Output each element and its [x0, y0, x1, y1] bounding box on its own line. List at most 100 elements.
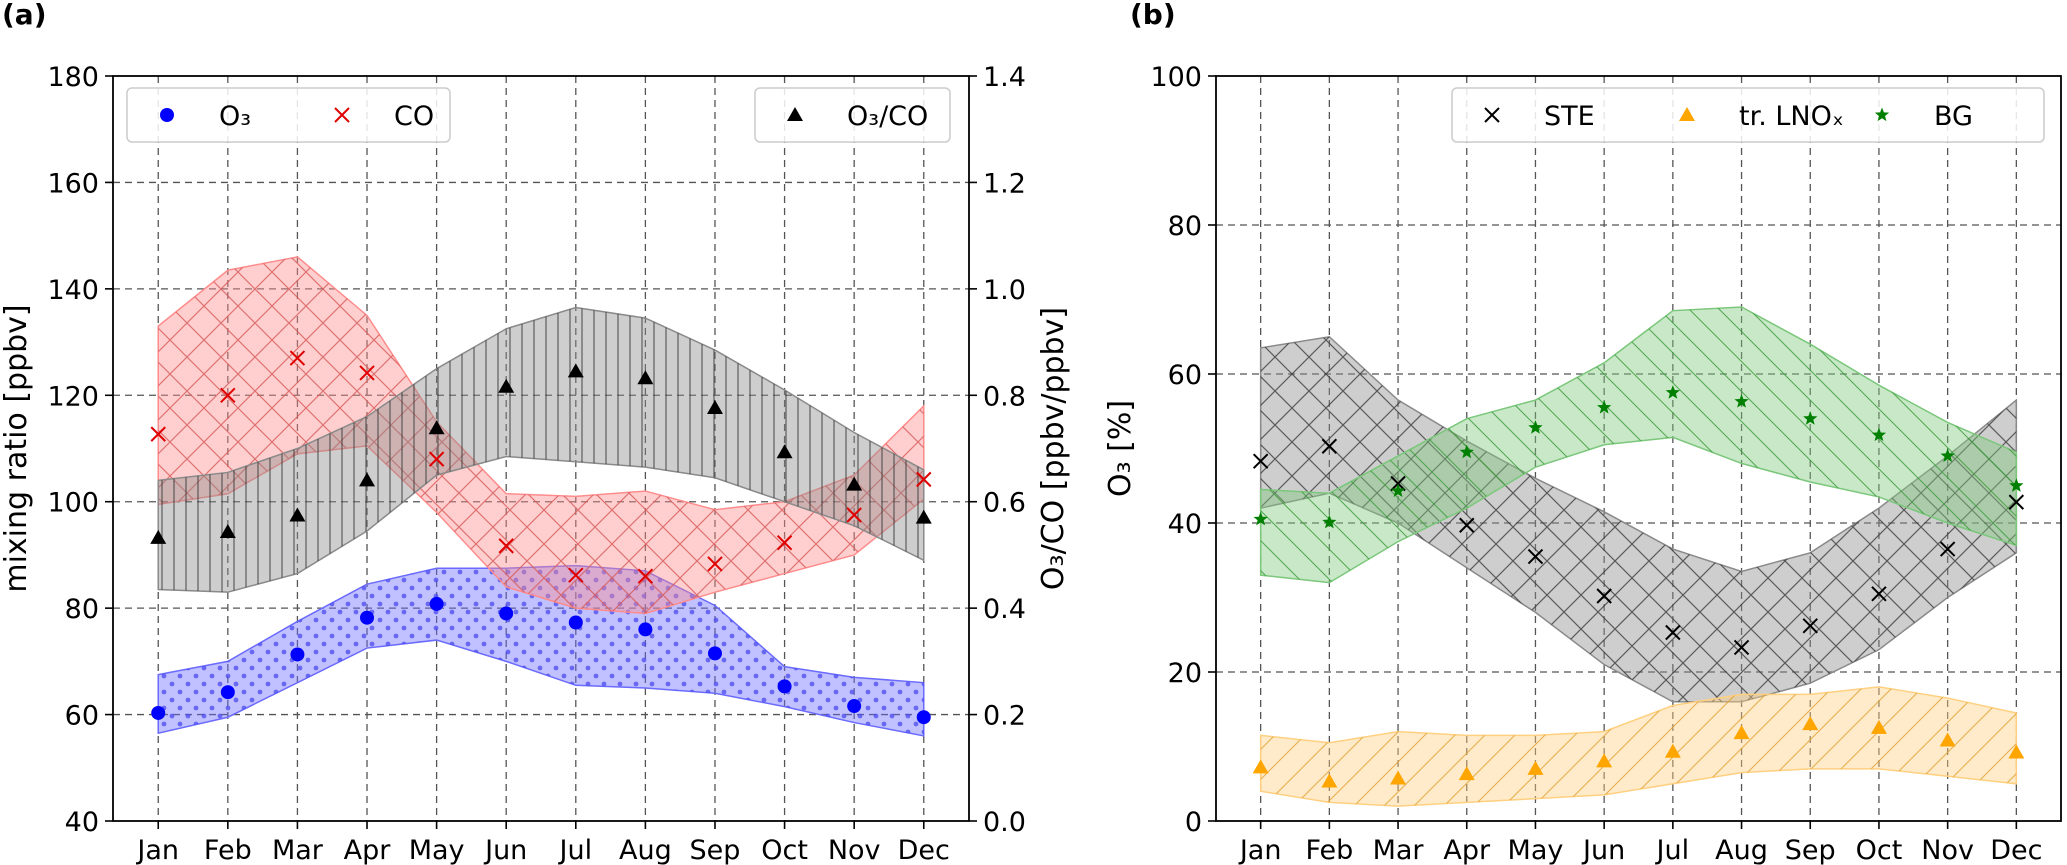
y-axis-label: O₃ [%] — [1103, 400, 1138, 497]
point-o-co-jul — [567, 363, 584, 378]
x-tick-label: Feb — [1305, 835, 1353, 865]
point-ste-aug — [1733, 639, 1750, 656]
panel-label: (b) — [1130, 0, 1176, 31]
y2-tick-label: 0.4 — [983, 594, 1026, 625]
plot-frame — [1215, 75, 2062, 822]
point-bg-apr — [1459, 444, 1474, 459]
legend-label: O₃ — [219, 101, 251, 132]
x-tick-label: Aug — [619, 835, 672, 865]
x-tick-label: Jun — [483, 835, 527, 865]
legend-upper-left: O₃ CO — [126, 87, 451, 143]
band-hatch-ste — [1260, 336, 2017, 702]
x-tick-label: Oct — [1856, 835, 1903, 865]
point-ste-feb — [1321, 438, 1338, 454]
point-co-sep — [707, 556, 723, 572]
legend-label: tr. LNOₓ — [1739, 101, 1844, 132]
x-tick-label: Dec — [898, 835, 950, 865]
point-o-oct — [777, 679, 792, 694]
legend-label: BG — [1934, 101, 1973, 132]
legend-label: CO — [394, 101, 434, 132]
legend-box — [126, 87, 451, 143]
y-tick-label: 60 — [65, 701, 99, 732]
point-bg-aug — [1734, 394, 1749, 408]
point-tr-lno-apr — [1458, 766, 1475, 781]
point-o-jul — [568, 615, 583, 630]
x-tick-label: Apr — [1443, 835, 1491, 865]
point-o-aug — [638, 622, 653, 637]
legend-marker — [160, 108, 174, 122]
y2-tick-label: 0.2 — [983, 701, 1026, 732]
point-tr-lno-mar — [1390, 770, 1407, 785]
y2-tick-label: 0.6 — [983, 488, 1026, 519]
y-tick-label: 100 — [1150, 62, 1202, 93]
point-ste-sep — [1802, 618, 1818, 634]
point-o-co-may — [428, 420, 445, 435]
point-o-apr — [360, 610, 375, 625]
y-tick-label: 0 — [1185, 807, 1202, 838]
point-co-dec — [916, 471, 932, 488]
point-co-oct — [776, 534, 793, 551]
x-tick-label: Feb — [204, 835, 252, 865]
point-tr-lno-sep — [1802, 716, 1819, 731]
point-bg-dec — [2009, 478, 2024, 492]
y-axis-label: mixing ratio [ppbv] — [0, 304, 34, 592]
x-tick-label: Sep — [1785, 835, 1836, 865]
legend-marker — [1679, 107, 1695, 121]
x-tick-label: Nov — [828, 835, 881, 865]
point-ste-jan — [1252, 453, 1269, 469]
point-o-co-apr — [359, 472, 376, 487]
series-bg — [1253, 385, 2024, 529]
band-hatch-o — [158, 565, 924, 736]
legend-marker — [334, 107, 350, 123]
panel-b: Jan Feb Mar Apr May Jun Jul Aug Sep Oct Nov Dec 0 20 4… — [1103, 0, 2062, 865]
point-ste-oct — [1871, 586, 1887, 602]
x-tick-label: Aug — [1715, 835, 1768, 865]
y-tick-label: 180 — [47, 62, 99, 93]
point-o-jan — [151, 705, 166, 720]
y2-tick-label: 1.4 — [983, 62, 1026, 93]
point-bg-oct — [1871, 427, 1887, 442]
x-tick-label: Mar — [272, 835, 324, 865]
point-bg-jul — [1665, 385, 1680, 399]
point-o-dec — [916, 710, 931, 725]
x-tick-label: Jun — [1581, 835, 1625, 865]
y2-axis-label: O₃/CO [ppbv/ppbv] — [1036, 307, 1071, 590]
x-tick-label: Apr — [344, 835, 392, 865]
point-co-mar — [289, 350, 306, 366]
point-co-jul — [568, 567, 584, 583]
panel-label: (a) — [2, 0, 47, 31]
x-tick-label: May — [1508, 835, 1564, 865]
legend-box — [1451, 87, 2045, 143]
point-o-co-nov — [846, 476, 863, 491]
point-o-co-jun — [498, 378, 515, 393]
band-hatch-co — [158, 256, 924, 614]
point-o-co-dec — [915, 509, 932, 524]
legend-label: STE — [1544, 101, 1595, 132]
point-o-feb — [220, 685, 235, 700]
point-ste-jul — [1665, 624, 1681, 641]
point-ste-may — [1527, 548, 1544, 565]
point-o-co-sep — [706, 400, 723, 415]
y-tick-label: 40 — [65, 807, 99, 838]
point-co-apr — [359, 365, 375, 381]
legend-label: O₃/CO — [847, 101, 928, 132]
point-o-co-mar — [289, 507, 306, 522]
y-tick-label: 80 — [65, 594, 99, 625]
y2-tick-label: 0.8 — [983, 381, 1026, 412]
point-tr-lno-jul — [1664, 743, 1681, 758]
x-tick-label: Jan — [135, 835, 179, 865]
point-bg-may — [1528, 420, 1543, 434]
point-ste-nov — [1939, 541, 1956, 557]
band-hatch-o-co — [158, 307, 924, 593]
point-tr-lno-may — [1527, 760, 1544, 775]
y2-tick-label: 1.2 — [983, 168, 1026, 199]
y-tick-label: 120 — [47, 381, 99, 412]
y-tick-label: 40 — [1168, 509, 1202, 540]
point-tr-lno-aug — [1733, 725, 1750, 740]
band-hatch-bg — [1260, 306, 2017, 583]
point-tr-lno-jun — [1596, 753, 1613, 768]
point-bg-feb — [1322, 514, 1337, 529]
point-tr-lno-jan — [1252, 759, 1269, 774]
point-bg-jan — [1253, 511, 1268, 526]
